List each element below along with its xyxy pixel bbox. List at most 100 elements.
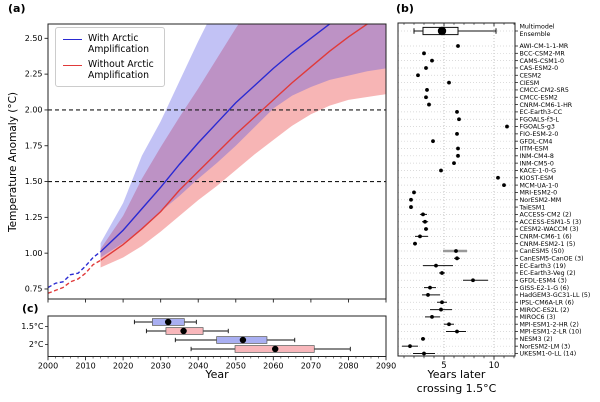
boxplot-median-dot <box>180 327 187 335</box>
model-row: ACCESS-CM2 (2) <box>420 212 572 219</box>
model-dot <box>416 73 420 78</box>
model-label: AWI-CM-1-1-MR <box>520 43 569 50</box>
model-label: GISS-E2-1-G (6) <box>520 285 570 292</box>
panel-b-x-tick-label: 10 <box>489 361 500 371</box>
model-dot <box>502 183 506 188</box>
model-row: FGOALS-f3-L <box>457 116 559 123</box>
model-label: CESM2 <box>520 72 542 79</box>
model-label: FGOALS-f3-L <box>520 116 560 123</box>
model-row: CanESM5 (50) <box>443 248 564 255</box>
model-row: IPSL-CM6A-LR (6) <box>437 299 574 306</box>
model-dot <box>430 314 434 319</box>
model-row: GFDL-CM4 <box>431 138 552 145</box>
model-row: CESM2-WACCM (3) <box>424 226 579 233</box>
model-label: EC-Earth3 (19) <box>520 263 566 270</box>
model-row: MPI-ESM1-2-LR (10) <box>446 329 582 336</box>
model-label: IPSL-CM6A-LR (6) <box>520 299 574 306</box>
panel-a-y-tick-label: 2.50 <box>25 34 43 43</box>
model-label: NorESM2-MM <box>520 197 562 204</box>
panel-c-title: (c) <box>22 302 39 315</box>
model-row: CMCC-CM2-SR5 <box>425 87 569 94</box>
series-line-1 <box>48 259 101 294</box>
model-row: INM-CM4-8 <box>456 153 554 160</box>
model-dot <box>427 102 431 107</box>
model-label: ACCESS-CM2 (2) <box>520 212 572 219</box>
model-row: INM-CM5-0 <box>452 160 554 167</box>
panel-c-boxplot <box>133 318 197 326</box>
legend-line-without-aa-icon <box>63 65 82 67</box>
model-label: EC-Earth3-CC <box>520 109 563 116</box>
model-label: INM-CM4-8 <box>520 153 554 160</box>
multimodel-ensemble-boxplot <box>413 26 497 36</box>
model-label: NorESM2-LM (3) <box>520 343 571 350</box>
panel-a-y-tick-label: 1.75 <box>25 141 43 150</box>
model-label: CanESM5-CanOE (3) <box>520 256 584 263</box>
panel-a-y-tick-label: 1.00 <box>25 249 43 258</box>
model-label: GFDL-ESM4 (3) <box>520 277 567 284</box>
model-label: UKESM1-0-LL (14) <box>520 351 577 358</box>
model-label: IITM-ESM <box>520 146 549 153</box>
model-dot <box>456 146 460 151</box>
model-dot <box>440 271 444 275</box>
model-label: KIOST-ESM <box>520 175 554 182</box>
panel-b-x-axis-label-line1: Years later <box>427 368 486 381</box>
model-dot <box>413 241 417 246</box>
model-row: HadGEM3-GC31-LL (5) <box>422 292 590 299</box>
model-label: CNRM-ESM2-1 (5) <box>520 241 576 248</box>
model-label: MIROC-ES2L (2) <box>520 307 570 314</box>
model-label: HadGEM3-GC31-LL (5) <box>520 292 591 299</box>
model-label: CNRM-CM6-1 (6) <box>520 234 572 241</box>
model-label: FGOALS-g3 <box>520 124 555 131</box>
legend-label-without-aa: Without Arctic Amplification <box>88 59 154 82</box>
model-dot <box>440 300 444 305</box>
model-row: UKESM1-0-LL (14) <box>413 351 576 358</box>
panel-c-boxplot <box>190 345 351 353</box>
model-row: MPI-ESM1-2-HR (2) <box>444 321 579 328</box>
model-dot <box>455 131 459 136</box>
model-dot <box>422 51 426 56</box>
series-line-3 <box>100 24 369 261</box>
model-row: NorESM2-MM <box>409 197 561 204</box>
model-dot <box>430 58 434 63</box>
model-label: TaiESM1 <box>519 204 546 211</box>
model-dot <box>424 66 428 70</box>
legend-entry-without-aa: Without Arctic Amplification <box>63 59 158 81</box>
model-row: FGOALS-g3 <box>505 124 555 131</box>
model-dot <box>439 168 443 173</box>
panel-a-y-tick-label: 2.00 <box>25 106 43 115</box>
model-row: KACE-1-0-G <box>439 168 556 175</box>
band-without-arctic-amplification <box>100 24 386 268</box>
model-label: CMCC-CM2-SR5 <box>520 87 569 94</box>
model-label: FIO-ESM-2-0 <box>520 131 559 138</box>
model-dot <box>428 285 432 290</box>
model-dot <box>447 322 451 327</box>
panel-c-x-tick-label: 2090 <box>376 362 396 371</box>
model-dot <box>423 219 427 224</box>
model-dot <box>424 227 428 231</box>
model-label: CAMS-CSM1-0 <box>520 58 565 65</box>
model-label: CESM2-WACCM (3) <box>520 226 579 233</box>
model-row: EC-Earth3-Veg (2) <box>439 270 576 277</box>
model-row: NESM3 (2) <box>421 336 553 343</box>
model-dot <box>454 249 458 253</box>
model-row: CNRM-ESM2-1 (5) <box>413 241 575 248</box>
model-row: IITM-ESM <box>456 146 548 153</box>
panel-c-x-axis-label: Year <box>205 368 229 381</box>
model-row: EC-Earth3-CC <box>455 109 563 116</box>
model-row: AWI-CM-1-1-MR <box>456 43 569 50</box>
series-line-0 <box>48 251 102 289</box>
model-label: INM-CM5-0 <box>520 160 554 167</box>
model-dot <box>447 80 451 85</box>
model-row: NorESM2-LM (3) <box>402 343 570 350</box>
model-label: MIROC6 (3) <box>520 314 556 321</box>
ensemble-label-line2: Ensemble <box>520 31 551 38</box>
model-dot <box>456 44 460 48</box>
model-row: CNRM-CM6-1 (6) <box>415 234 572 241</box>
model-label: CMCC-ESM2 <box>520 94 558 101</box>
model-dot <box>422 351 426 356</box>
model-label: CIESM <box>520 80 540 87</box>
panel-c-row-label: 2°C <box>29 340 44 349</box>
model-dot <box>418 234 422 239</box>
model-row: MRI-ESM2-0 <box>412 190 557 197</box>
